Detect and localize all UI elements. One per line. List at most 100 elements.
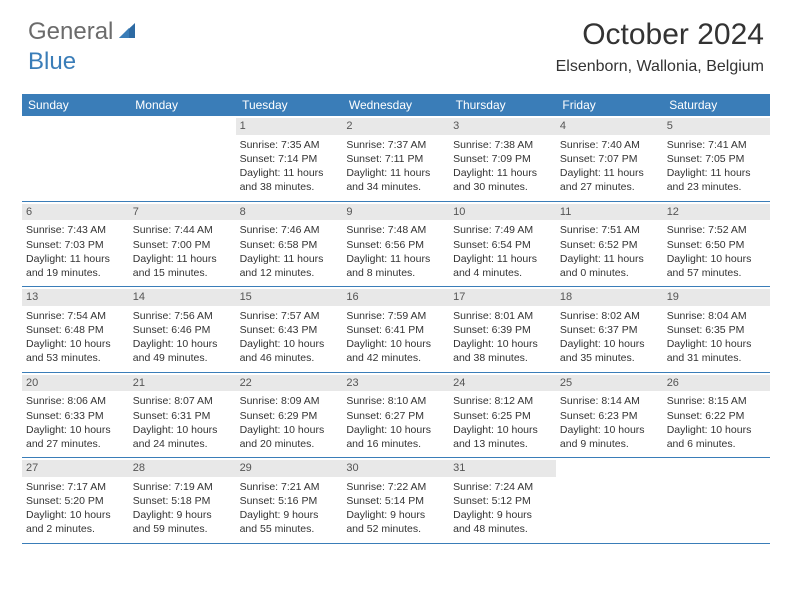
sunrise-line: Sunrise: 8:10 AM (346, 394, 445, 408)
sunset-line: Sunset: 6:31 PM (133, 409, 232, 423)
sunrise-line: Sunrise: 7:57 AM (240, 309, 339, 323)
daylight-line: and 9 minutes. (560, 437, 659, 451)
day-number: 14 (129, 289, 236, 306)
day-number: 3 (449, 118, 556, 135)
day-number: 9 (342, 204, 449, 221)
month-title: October 2024 (556, 18, 764, 52)
day-number: 26 (663, 375, 770, 392)
sunrise-line: Sunrise: 7:59 AM (346, 309, 445, 323)
day-number: 7 (129, 204, 236, 221)
calendar-day-cell: 16Sunrise: 7:59 AMSunset: 6:41 PMDayligh… (342, 287, 449, 373)
sunrise-line: Sunrise: 7:56 AM (133, 309, 232, 323)
calendar-day-cell (663, 458, 770, 544)
sunrise-line: Sunrise: 8:02 AM (560, 309, 659, 323)
calendar-day-cell: 5Sunrise: 7:41 AMSunset: 7:05 PMDaylight… (663, 116, 770, 201)
day-number: 1 (236, 118, 343, 135)
daylight-line: and 4 minutes. (453, 266, 552, 280)
daylight-line: Daylight: 10 hours (346, 337, 445, 351)
sunset-line: Sunset: 7:05 PM (667, 152, 766, 166)
day-number: 5 (663, 118, 770, 135)
sunrise-line: Sunrise: 7:54 AM (26, 309, 125, 323)
sunset-line: Sunset: 6:39 PM (453, 323, 552, 337)
sunset-line: Sunset: 5:12 PM (453, 494, 552, 508)
sunset-line: Sunset: 7:09 PM (453, 152, 552, 166)
sunrise-line: Sunrise: 7:51 AM (560, 223, 659, 237)
daylight-line: Daylight: 9 hours (346, 508, 445, 522)
calendar-day-cell: 28Sunrise: 7:19 AMSunset: 5:18 PMDayligh… (129, 458, 236, 544)
page-header: General October 2024 Elsenborn, Wallonia… (0, 0, 792, 84)
day-number: 11 (556, 204, 663, 221)
calendar-day-cell: 8Sunrise: 7:46 AMSunset: 6:58 PMDaylight… (236, 201, 343, 287)
sunrise-line: Sunrise: 7:52 AM (667, 223, 766, 237)
calendar-day-cell: 27Sunrise: 7:17 AMSunset: 5:20 PMDayligh… (22, 458, 129, 544)
calendar-day-cell (129, 116, 236, 201)
sunset-line: Sunset: 6:27 PM (346, 409, 445, 423)
day-number: 22 (236, 375, 343, 392)
day-header: Thursday (449, 94, 556, 116)
calendar-week-row: 1Sunrise: 7:35 AMSunset: 7:14 PMDaylight… (22, 116, 770, 201)
daylight-line: and 55 minutes. (240, 522, 339, 536)
calendar-header-row: SundayMondayTuesdayWednesdayThursdayFrid… (22, 94, 770, 116)
day-header: Wednesday (342, 94, 449, 116)
sunset-line: Sunset: 5:18 PM (133, 494, 232, 508)
daylight-line: Daylight: 11 hours (346, 166, 445, 180)
sunset-line: Sunset: 6:25 PM (453, 409, 552, 423)
daylight-line: and 0 minutes. (560, 266, 659, 280)
calendar-day-cell: 4Sunrise: 7:40 AMSunset: 7:07 PMDaylight… (556, 116, 663, 201)
daylight-line: Daylight: 10 hours (346, 423, 445, 437)
calendar-day-cell: 6Sunrise: 7:43 AMSunset: 7:03 PMDaylight… (22, 201, 129, 287)
calendar-day-cell: 23Sunrise: 8:10 AMSunset: 6:27 PMDayligh… (342, 372, 449, 458)
sunrise-line: Sunrise: 7:35 AM (240, 138, 339, 152)
sunset-line: Sunset: 6:37 PM (560, 323, 659, 337)
daylight-line: and 38 minutes. (453, 351, 552, 365)
day-header: Tuesday (236, 94, 343, 116)
calendar-day-cell: 15Sunrise: 7:57 AMSunset: 6:43 PMDayligh… (236, 287, 343, 373)
day-number: 10 (449, 204, 556, 221)
day-number: 21 (129, 375, 236, 392)
sunset-line: Sunset: 6:41 PM (346, 323, 445, 337)
sunset-line: Sunset: 5:16 PM (240, 494, 339, 508)
sunrise-line: Sunrise: 8:04 AM (667, 309, 766, 323)
daylight-line: Daylight: 10 hours (26, 508, 125, 522)
calendar-day-cell (556, 458, 663, 544)
day-header: Sunday (22, 94, 129, 116)
sunset-line: Sunset: 7:14 PM (240, 152, 339, 166)
sunrise-line: Sunrise: 7:19 AM (133, 480, 232, 494)
daylight-line: Daylight: 10 hours (240, 423, 339, 437)
sunset-line: Sunset: 6:50 PM (667, 238, 766, 252)
sunrise-line: Sunrise: 7:40 AM (560, 138, 659, 152)
daylight-line: and 52 minutes. (346, 522, 445, 536)
daylight-line: Daylight: 11 hours (240, 252, 339, 266)
sunset-line: Sunset: 6:58 PM (240, 238, 339, 252)
day-number: 27 (22, 460, 129, 477)
day-number: 13 (22, 289, 129, 306)
daylight-line: Daylight: 11 hours (240, 166, 339, 180)
sunset-line: Sunset: 6:43 PM (240, 323, 339, 337)
daylight-line: Daylight: 10 hours (453, 337, 552, 351)
daylight-line: Daylight: 10 hours (26, 423, 125, 437)
day-number: 25 (556, 375, 663, 392)
daylight-line: Daylight: 10 hours (26, 337, 125, 351)
sunset-line: Sunset: 6:33 PM (26, 409, 125, 423)
day-number: 28 (129, 460, 236, 477)
daylight-line: Daylight: 11 hours (667, 166, 766, 180)
sunrise-line: Sunrise: 7:22 AM (346, 480, 445, 494)
day-header: Saturday (663, 94, 770, 116)
daylight-line: and 38 minutes. (240, 180, 339, 194)
sunset-line: Sunset: 7:03 PM (26, 238, 125, 252)
daylight-line: Daylight: 9 hours (240, 508, 339, 522)
day-number: 24 (449, 375, 556, 392)
daylight-line: and 34 minutes. (346, 180, 445, 194)
day-number: 15 (236, 289, 343, 306)
day-number: 4 (556, 118, 663, 135)
day-number: 2 (342, 118, 449, 135)
calendar-day-cell: 30Sunrise: 7:22 AMSunset: 5:14 PMDayligh… (342, 458, 449, 544)
daylight-line: and 12 minutes. (240, 266, 339, 280)
sunset-line: Sunset: 6:54 PM (453, 238, 552, 252)
daylight-line: Daylight: 11 hours (560, 252, 659, 266)
brand-logo: General (28, 18, 141, 46)
sunrise-line: Sunrise: 8:06 AM (26, 394, 125, 408)
title-block: October 2024 Elsenborn, Wallonia, Belgiu… (556, 18, 764, 76)
calendar-week-row: 27Sunrise: 7:17 AMSunset: 5:20 PMDayligh… (22, 458, 770, 544)
sunrise-line: Sunrise: 7:38 AM (453, 138, 552, 152)
